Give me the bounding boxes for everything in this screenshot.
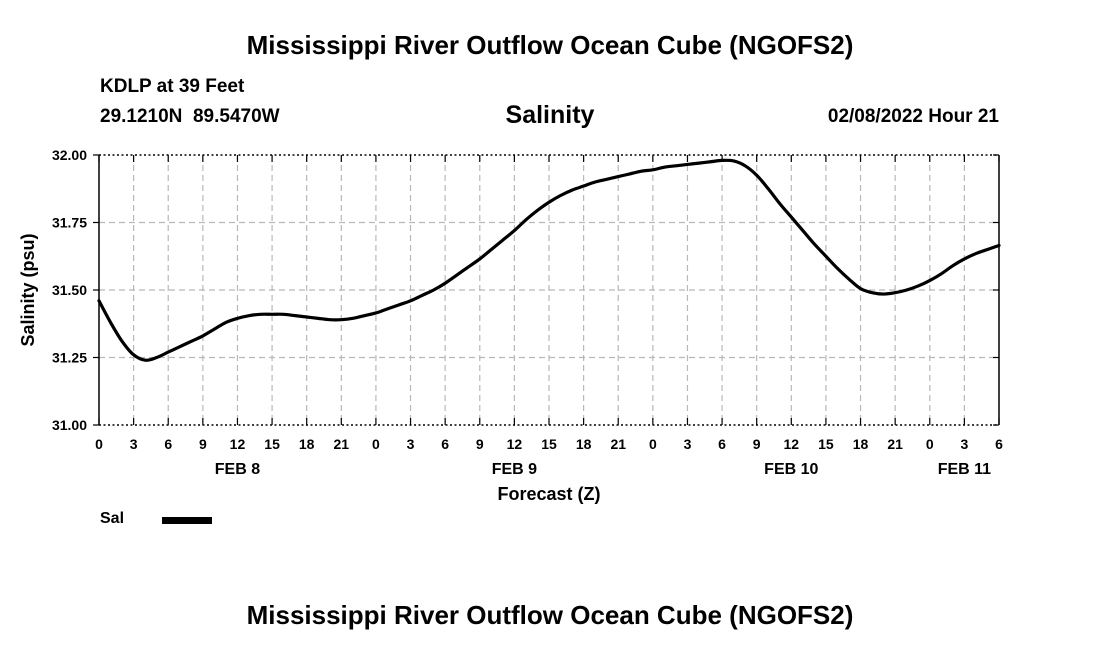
x-tick-label: 9 [753, 436, 761, 452]
axes [93, 154, 1000, 426]
valid-time: 02/08/2022 Hour 21 [827, 106, 999, 127]
x-tick-label: 6 [441, 436, 449, 452]
x-tick-label: 21 [610, 436, 626, 452]
x-tick-label: 3 [130, 436, 138, 452]
date-label: FEB 11 [938, 461, 991, 478]
x-tick-label: 12 [784, 436, 800, 452]
x-tick-label: 21 [887, 436, 903, 452]
grid [99, 155, 999, 425]
x-tick-label: 15 [541, 436, 557, 452]
page-title: Mississippi River Outflow Ocean Cube (NG… [246, 30, 854, 60]
date-label: FEB 8 [215, 461, 260, 478]
y-tick-label: 31.75 [52, 215, 87, 231]
chart-title: Salinity [505, 101, 595, 129]
date-label: FEB 9 [492, 461, 537, 478]
station-name: KDLP at 39 Feet [100, 76, 245, 97]
x-tick-label: 0 [649, 436, 657, 452]
x-axis-title: Forecast (Z) [497, 484, 600, 504]
x-tick-label: 0 [372, 436, 380, 452]
salinity-chart: 31.00 31.25 31.50 31.75 32.00 0 3 6 9 12 15 18 21 0 3 6… [18, 147, 1003, 504]
x-tick-label: 3 [407, 436, 415, 452]
y-tick-label: 31.25 [52, 350, 87, 366]
x-tick-label: 12 [507, 436, 523, 452]
x-tick-label: 12 [230, 436, 246, 452]
y-tick-label: 31.00 [52, 417, 87, 433]
y-axis-title: Salinity (psu) [18, 233, 38, 346]
x-tick-label: 6 [718, 436, 726, 452]
legend-swatch [162, 517, 212, 524]
y-tick-label: 31.50 [52, 282, 87, 298]
x-tick-label: 9 [199, 436, 207, 452]
x-tick-label: 9 [476, 436, 484, 452]
y-tick-label: 32.00 [52, 147, 87, 163]
x-tick-label: 0 [95, 436, 103, 452]
x-tick-label: 18 [299, 436, 315, 452]
legend-label: Sal [100, 510, 125, 527]
x-tick-label: 15 [818, 436, 834, 452]
footer-title: Mississippi River Outflow Ocean Cube (NG… [246, 600, 854, 630]
station-coordinates: 29.1210N 89.5470W [100, 106, 280, 127]
x-tick-label: 6 [164, 436, 172, 452]
x-tick-label: 3 [684, 436, 692, 452]
x-tick-label: 6 [995, 436, 1003, 452]
x-tick-label: 15 [264, 436, 280, 452]
series-line-sal [97, 158, 1001, 362]
labels: 31.00 31.25 31.50 31.75 32.00 0 3 6 9 12 15 18 21 0 3 6… [18, 147, 1003, 504]
date-label: FEB 10 [764, 461, 818, 478]
x-tick-label: 18 [853, 436, 869, 452]
series [97, 158, 1001, 362]
x-tick-label: 0 [926, 436, 934, 452]
x-tick-label: 3 [960, 436, 968, 452]
x-tick-label: 21 [334, 436, 350, 452]
x-tick-label: 18 [576, 436, 592, 452]
